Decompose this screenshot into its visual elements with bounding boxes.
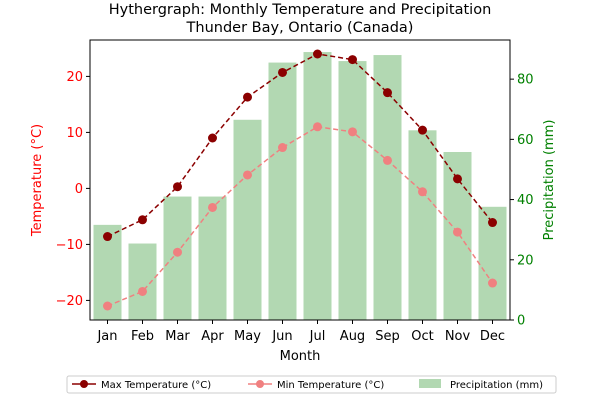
min-temperature-point-may bbox=[243, 170, 252, 180]
x-tick-label-jan: Jan bbox=[96, 329, 117, 344]
y-axis-left-label: Temperature (°C) bbox=[30, 124, 45, 237]
legend-min-label: Min Temperature (°C) bbox=[277, 380, 384, 391]
left-axis: −20 −10 0 10 20 bbox=[56, 70, 90, 309]
max-temperature-point-aug bbox=[348, 55, 357, 65]
precip-bar-mar bbox=[163, 196, 192, 320]
chart-title-line2: Thunder Bay, Ontario (Canada) bbox=[186, 20, 414, 36]
min-temperature-point-apr bbox=[208, 202, 217, 212]
x-tick-label-nov: Nov bbox=[445, 329, 471, 344]
x-tick-label-sep: Sep bbox=[375, 329, 400, 344]
left-tick-label--20: −20 bbox=[56, 294, 83, 309]
x-axis-label: Month bbox=[280, 349, 321, 364]
precip-bar-oct bbox=[408, 130, 437, 320]
x-axis: Jan Feb Mar Apr May Jun Jul Aug Sep Oct Nov Dec bbox=[96, 320, 505, 344]
min-temperature-point-oct bbox=[418, 187, 427, 197]
max-temperature-point-nov bbox=[453, 174, 462, 184]
right-tick-label-0: 0 bbox=[517, 314, 525, 329]
min-temperature-point-jun bbox=[278, 143, 287, 153]
max-temperature-point-feb bbox=[138, 215, 147, 225]
lines-layer bbox=[103, 49, 497, 311]
right-tick-label-40: 40 bbox=[517, 193, 534, 208]
precip-bar-aug bbox=[338, 61, 367, 321]
max-temperature-line bbox=[107, 53, 494, 238]
min-temperature-point-nov bbox=[453, 227, 462, 237]
legend-min-swatch-marker bbox=[256, 380, 264, 388]
right-tick-label-60: 60 bbox=[517, 133, 534, 148]
min-temperature-point-sep bbox=[383, 155, 392, 165]
right-axis: 0 20 40 60 80 bbox=[510, 73, 534, 329]
left-tick-label-10: 10 bbox=[66, 126, 83, 141]
left-tick-label-0: 0 bbox=[75, 182, 83, 197]
precip-bar-jun bbox=[268, 62, 297, 320]
max-temperature-point-sep bbox=[383, 88, 392, 98]
bars-layer bbox=[93, 52, 507, 321]
legend: Max Temperature (°C) Min Temperature (°C… bbox=[66, 375, 557, 394]
precip-bar-sep bbox=[373, 55, 402, 320]
right-tick-label-80: 80 bbox=[517, 73, 534, 88]
min-temperature-point-mar bbox=[173, 247, 182, 257]
min-temperature-line bbox=[107, 126, 494, 307]
min-temperature-point-aug bbox=[348, 127, 357, 137]
precip-bar-apr bbox=[198, 196, 227, 320]
min-temperature-point-dec bbox=[488, 278, 497, 288]
legend-precip-label: Precipitation (mm) bbox=[450, 380, 543, 391]
legend-precip-swatch bbox=[419, 379, 441, 388]
chart-title-line1: Hythergraph: Monthly Temperature and Pre… bbox=[109, 2, 492, 18]
x-tick-label-aug: Aug bbox=[340, 329, 365, 344]
y-axis-right-label: Precipitation (mm) bbox=[542, 120, 557, 241]
min-temperature-point-jan bbox=[103, 301, 112, 311]
legend-max-swatch-marker bbox=[80, 380, 88, 388]
x-tick-label-oct: Oct bbox=[411, 329, 433, 344]
max-temperature-point-apr bbox=[208, 133, 217, 143]
x-tick-label-dec: Dec bbox=[480, 329, 505, 344]
x-tick-label-jul: Jul bbox=[309, 329, 326, 344]
max-temperature-point-dec bbox=[488, 218, 497, 228]
precip-bar-may bbox=[233, 119, 262, 320]
max-temperature-point-jan bbox=[103, 232, 112, 242]
max-temperature-point-mar bbox=[173, 182, 182, 192]
min-temperature-point-jul bbox=[313, 122, 322, 132]
left-tick-label-20: 20 bbox=[66, 70, 83, 85]
x-tick-label-jun: Jun bbox=[271, 329, 292, 344]
x-tick-label-may: May bbox=[234, 329, 261, 344]
legend-max-label: Max Temperature (°C) bbox=[101, 380, 211, 391]
max-temperature-point-may bbox=[243, 92, 252, 102]
x-tick-label-mar: Mar bbox=[165, 329, 190, 344]
x-tick-label-apr: Apr bbox=[201, 329, 224, 344]
precip-bar-feb bbox=[128, 243, 157, 320]
max-temperature-point-jul bbox=[313, 49, 322, 59]
max-temperature-point-oct bbox=[418, 125, 427, 135]
x-tick-label-feb: Feb bbox=[131, 329, 154, 344]
max-temperature-point-jun bbox=[278, 67, 287, 77]
left-tick-label--10: −10 bbox=[56, 238, 83, 253]
right-tick-label-20: 20 bbox=[517, 253, 534, 268]
precip-bar-jul bbox=[303, 52, 332, 321]
plot-frame bbox=[89, 39, 511, 321]
min-temperature-point-feb bbox=[138, 286, 147, 296]
